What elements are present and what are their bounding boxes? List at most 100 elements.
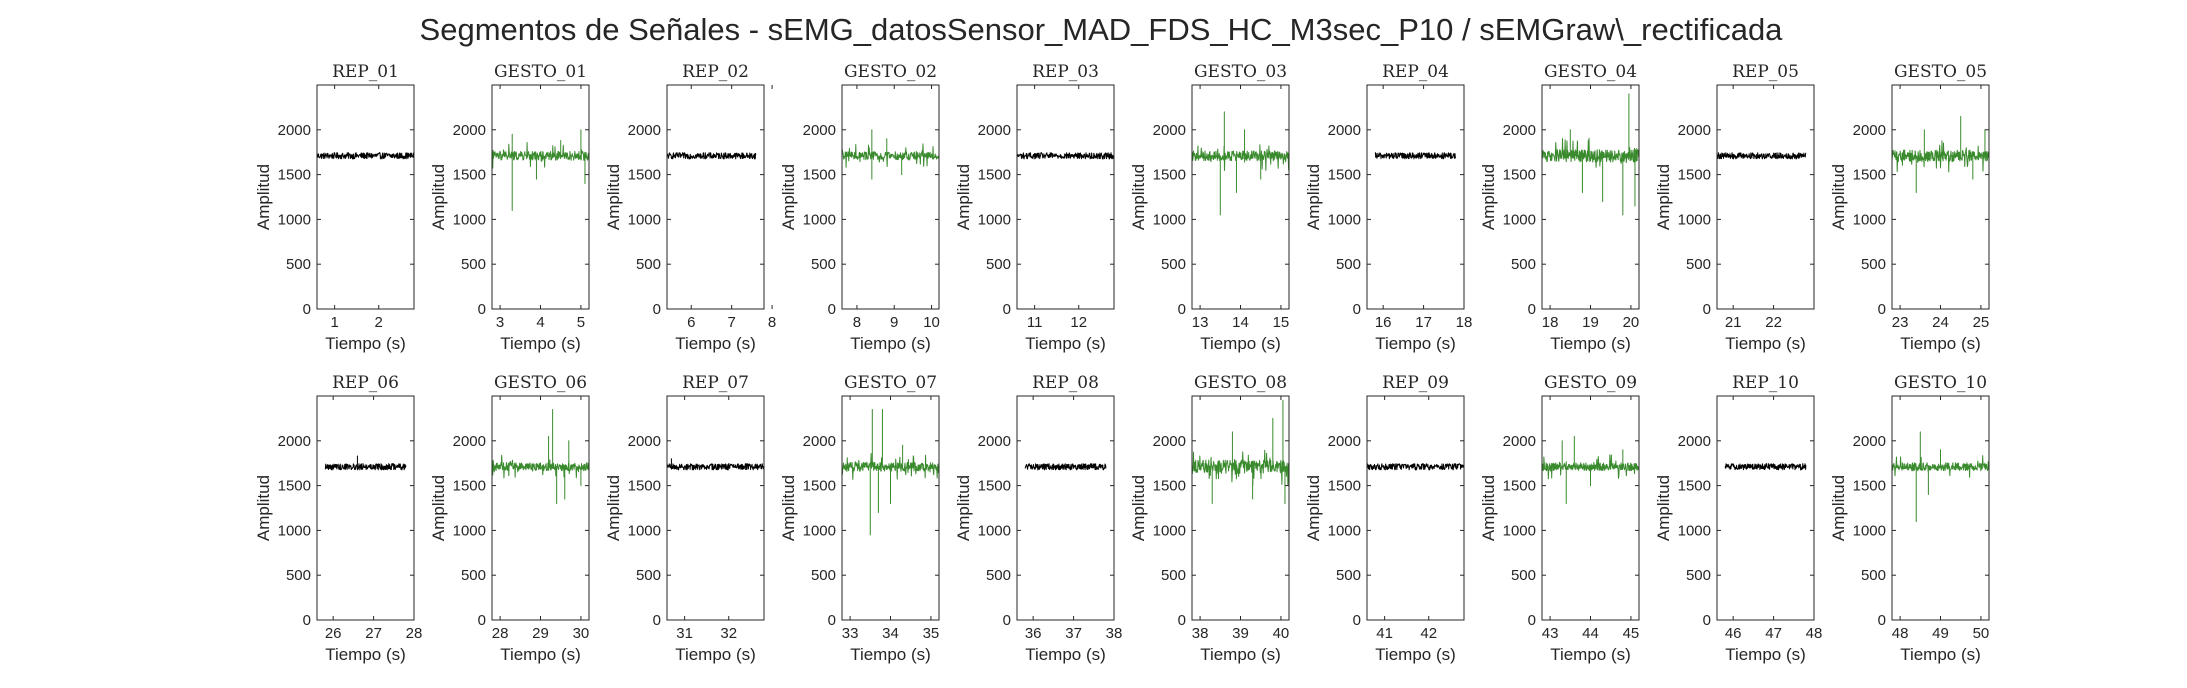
y-tick-label: 500 [1161,567,1186,584]
subplot-title: GESTO_01 [494,62,587,82]
y-tick-label: 1500 [628,167,661,184]
y-tick-label: 1500 [1328,167,1361,184]
y-tick-label: 500 [636,567,661,584]
y-axis-label: Amplitud [779,164,798,230]
y-tick-label: 0 [653,612,661,629]
subplot-gesto-03: GESTO_03 0 500 1000 1500 2000 13 14 15 Tiempo (s)… [1129,62,1290,353]
signal-line-rep [316,152,415,160]
y-tick-label: 500 [1511,567,1536,584]
x-axis-label: Tiempo (s) [1900,645,1981,664]
x-axis-label: Tiempo (s) [1725,334,1806,353]
x-tick-label: 42 [1420,625,1437,642]
subplot-rep-05: REP_05 0 500 1000 1500 2000 21 22 Tiempo (s) Ampl… [1654,62,1815,353]
y-tick-label: 0 [1003,612,1011,629]
axes-box [316,84,415,310]
y-tick-label: 2000 [1328,433,1361,450]
y-tick-label: 1000 [978,522,1011,539]
y-tick-label: 500 [1686,567,1711,584]
subplot-gesto-05: GESTO_05 0 500 1000 1500 2000 23 24 25 Tiempo (s)… [1829,62,1990,353]
y-tick-label: 1500 [1328,478,1361,495]
x-tick-label: 21 [1725,314,1742,331]
subplot-title: REP_01 [332,62,399,82]
axes-box [491,395,590,621]
subplot-title: REP_05 [1732,62,1799,82]
subplot-gesto-02: GESTO_02 0 500 1000 1500 2000 8 9 10 Tiempo (s) Am… [779,62,940,353]
y-tick-label: 1500 [1853,478,1886,495]
x-tick-label: 11 [1027,314,1043,331]
y-tick-label: 0 [1703,612,1711,629]
y-tick-label: 500 [286,256,311,273]
x-axis-label: Tiempo (s) [1550,645,1631,664]
x-tick-label: 43 [1542,625,1559,642]
axes-box [841,84,940,310]
y-tick-label: 500 [461,256,486,273]
y-tick-label: 1500 [1678,478,1711,495]
y-tick-label: 1500 [1503,478,1536,495]
y-tick-label: 0 [478,301,486,318]
y-tick-label: 1000 [1328,211,1361,228]
x-tick-label: 39 [1232,625,1249,642]
y-axis-label: Amplitud [1129,164,1148,230]
signal-line-gesto [1541,93,1640,216]
signal-line-gesto [1541,435,1640,505]
x-axis-label: Tiempo (s) [1025,645,1106,664]
y-tick-label: 1000 [1503,522,1536,539]
y-tick-label: 0 [1178,612,1186,629]
x-tick-label: 20 [1623,314,1640,331]
y-tick-label: 0 [303,301,311,318]
axes-box [666,395,765,621]
x-tick-label: 12 [1070,314,1087,331]
y-axis-label: Amplitud [1829,164,1848,230]
subplot-title: REP_02 [682,62,749,82]
y-tick-label: 2000 [278,433,311,450]
subplot-gesto-09: GESTO_09 0 500 1000 1500 2000 43 44 45 Tiempo (s)… [1479,373,1640,664]
y-tick-label: 500 [811,256,836,273]
y-tick-label: 1000 [628,522,661,539]
signal-line-rep [666,458,765,471]
y-tick-label: 2000 [1503,433,1536,450]
subplot-title: REP_04 [1382,62,1449,82]
x-tick-label: 32 [720,625,737,642]
signal-line-rep [324,455,407,471]
axes-box [666,84,765,310]
y-tick-label: 1000 [1853,211,1886,228]
subplot-title: GESTO_03 [1194,62,1287,82]
x-axis-label: Tiempo (s) [675,645,756,664]
y-tick-label: 2000 [803,433,836,450]
x-tick-label: 35 [923,625,940,642]
subplot-rep-01: REP_01 0 500 1000 1500 2000 1 2 Tiempo (s) Amplit… [254,62,415,353]
x-tick-label: 13 [1192,314,1209,331]
axes-box [1891,84,1990,310]
signal-line-gesto [1891,431,1990,522]
y-tick-label: 0 [1178,301,1186,318]
x-tick-label: 9 [890,314,898,331]
y-tick-label: 2000 [453,122,486,139]
x-tick-label: 48 [1806,625,1823,642]
x-tick-label: 4 [536,314,544,331]
x-tick-label: 8 [768,314,776,331]
signal-line-gesto [491,129,590,211]
x-axis-label: Tiempo (s) [500,645,581,664]
x-tick-label: 3 [496,314,504,331]
y-tick-label: 1000 [803,522,836,539]
signal-line-rep [1724,463,1807,471]
subplot-gesto-08: GESTO_08 0 500 1000 1500 2000 38 39 40 Tiempo (s)… [1129,373,1290,664]
axes-box [841,395,940,621]
y-tick-label: 1000 [978,211,1011,228]
signal-line-rep [1024,463,1107,471]
y-axis-label: Amplitud [1479,164,1498,230]
subplot-title: GESTO_10 [1894,373,1987,393]
y-tick-label: 1500 [628,478,661,495]
y-tick-label: 500 [1336,567,1361,584]
signal-line-gesto [491,408,590,505]
y-axis-label: Amplitud [429,164,448,230]
x-tick-label: 26 [325,625,342,642]
y-tick-label: 1000 [803,211,836,228]
x-tick-label: 40 [1273,625,1290,642]
x-tick-label: 37 [1065,625,1082,642]
y-tick-label: 1000 [278,211,311,228]
y-tick-label: 500 [461,567,486,584]
subplot-title: REP_07 [682,373,749,393]
signal-line-gesto [1891,115,1990,194]
